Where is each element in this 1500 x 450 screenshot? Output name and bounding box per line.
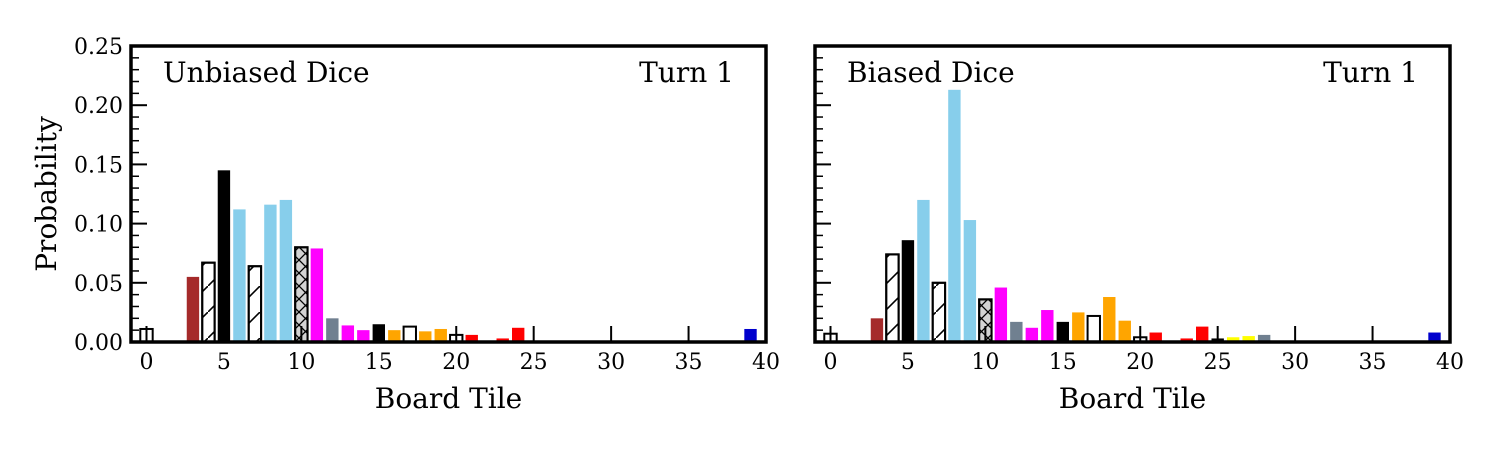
x-axis-label: Board Tile bbox=[375, 382, 523, 415]
bar-tile-18 bbox=[419, 331, 432, 342]
x-axis-label: Board Tile bbox=[1059, 382, 1207, 415]
bar-hatch-tile-4 bbox=[201, 261, 216, 343]
x-tick-label: 25 bbox=[1204, 350, 1232, 375]
bar-tile-9 bbox=[279, 199, 293, 342]
y-ticks-group: 0.00 0.05 0.10 0.15 0.20 0.25 bbox=[74, 35, 147, 356]
bar-tile-24 bbox=[512, 327, 525, 342]
bar-tile-17 bbox=[402, 325, 417, 344]
bar-tile-6 bbox=[233, 209, 246, 342]
bar-tile-23 bbox=[496, 338, 509, 342]
bar-tile-28 bbox=[1257, 334, 1271, 342]
bar-tile-17 bbox=[1086, 314, 1101, 343]
y-tick-label: 0.10 bbox=[74, 213, 123, 238]
bar-hatch-tile-7 bbox=[931, 281, 947, 343]
bar-tile-39 bbox=[1428, 332, 1441, 342]
bars-group bbox=[139, 170, 757, 344]
plot-frame bbox=[129, 44, 768, 344]
bar-tile-12 bbox=[326, 318, 339, 342]
x-tick-label: 5 bbox=[217, 350, 231, 375]
x-tick-label: 25 bbox=[520, 350, 548, 375]
x-tick-label: 40 bbox=[1436, 350, 1464, 375]
bar-tile-26 bbox=[1226, 337, 1240, 342]
bar-tile-14 bbox=[1041, 310, 1054, 342]
x-tick-label: 0 bbox=[139, 350, 153, 375]
bar-tile-21 bbox=[1149, 332, 1162, 342]
x-tick-label: 40 bbox=[752, 350, 780, 375]
bar-tile-8 bbox=[948, 89, 961, 342]
bar-tile-21 bbox=[465, 334, 478, 342]
x-tick-label: 20 bbox=[1126, 350, 1154, 375]
bar-tile-3 bbox=[186, 276, 200, 342]
x-tick-label: 35 bbox=[675, 350, 703, 375]
bar-tile-14 bbox=[357, 330, 370, 342]
bar-tile-27 bbox=[1242, 336, 1255, 342]
y-axis-label: Probability bbox=[30, 116, 63, 272]
panel-annotation-left: Biased Dice bbox=[847, 56, 1015, 89]
y-ticks-group bbox=[815, 45, 831, 343]
y-tick-label: 0.25 bbox=[74, 35, 123, 60]
x-tick-label: 5 bbox=[901, 350, 915, 375]
bar-tile-16 bbox=[1072, 312, 1085, 342]
plot-frame bbox=[813, 44, 1452, 344]
bar-tile-23 bbox=[1180, 338, 1193, 342]
x-ticks-group: 0 5 10 15 20 25 30 35 40 bbox=[139, 326, 780, 375]
bar-tile-11 bbox=[994, 287, 1008, 342]
bar-tile-11 bbox=[310, 248, 324, 342]
bar-tile-13 bbox=[1025, 327, 1039, 342]
x-tick-label: 15 bbox=[365, 350, 393, 375]
bars-group bbox=[823, 89, 1441, 344]
y-tick-label: 0.15 bbox=[74, 153, 123, 178]
bar-tile-3 bbox=[870, 318, 884, 342]
bar-tile-9 bbox=[963, 220, 977, 342]
x-tick-label: 15 bbox=[1049, 350, 1077, 375]
bar-tile-5 bbox=[901, 240, 915, 342]
bar-tile-19 bbox=[434, 328, 447, 342]
bar-tile-5 bbox=[217, 170, 231, 342]
x-ticks-group: 0 5 10 15 20 25 30 35 40 bbox=[823, 326, 1464, 375]
x-tick-label: 10 bbox=[287, 350, 315, 375]
panel-biased: 0 5 10 15 20 25 30 35 40 Biased Dice Turn 1 Boar… bbox=[813, 44, 1464, 415]
bar-tile-13 bbox=[341, 325, 355, 342]
bar-hatch-tile-4 bbox=[885, 253, 900, 343]
panel-annotation-right: Turn 1 bbox=[1323, 56, 1418, 89]
panel-unbiased: 0 5 10 15 20 25 30 35 40 0.00 0.05 0.10 0.15 0.20 0.2… bbox=[30, 35, 780, 415]
bar-tile-6 bbox=[917, 199, 930, 342]
panel-annotation-left: Unbiased Dice bbox=[163, 56, 370, 89]
bar-tile-12 bbox=[1010, 321, 1023, 342]
bar-tile-19 bbox=[1118, 320, 1131, 342]
x-tick-label: 30 bbox=[1281, 350, 1309, 375]
panel-annotation-right: Turn 1 bbox=[639, 56, 734, 89]
x-tick-label: 10 bbox=[971, 350, 999, 375]
x-tick-label: 35 bbox=[1359, 350, 1387, 375]
bar-hatch-tile-7 bbox=[247, 265, 263, 343]
bar-tile-8 bbox=[264, 204, 277, 342]
x-tick-label: 20 bbox=[442, 350, 470, 375]
y-tick-label: 0.05 bbox=[74, 272, 123, 297]
bar-tile-39 bbox=[744, 328, 757, 342]
bar-tile-16 bbox=[388, 330, 401, 342]
x-tick-label: 30 bbox=[597, 350, 625, 375]
bar-tile-18 bbox=[1103, 297, 1116, 342]
y-tick-label: 0.00 bbox=[74, 331, 123, 356]
x-tick-label: 0 bbox=[823, 350, 837, 375]
y-tick-label: 0.20 bbox=[74, 94, 123, 119]
bar-tile-24 bbox=[1196, 326, 1209, 342]
